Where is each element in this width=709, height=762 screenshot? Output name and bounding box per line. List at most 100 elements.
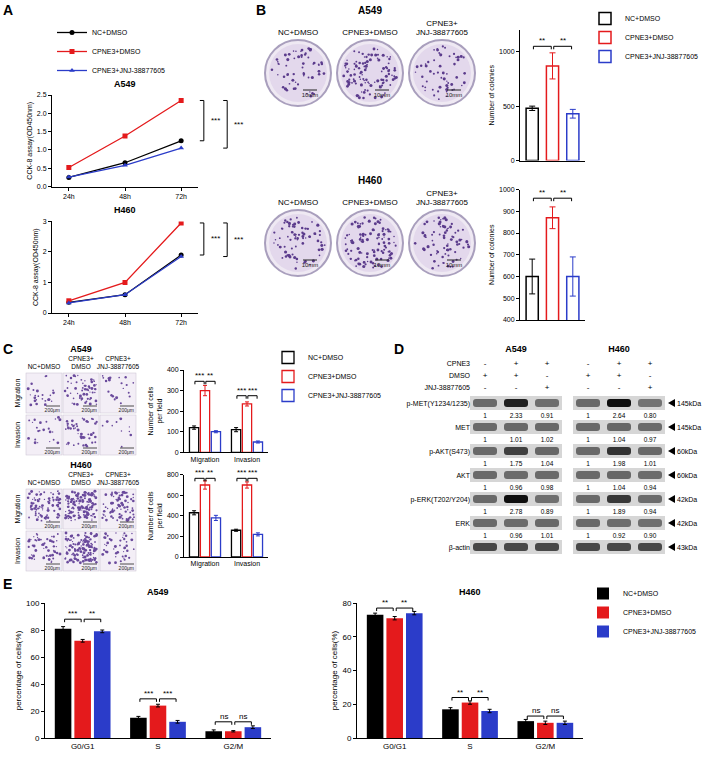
- svg-text:**: **: [477, 688, 483, 697]
- svg-text:0.0: 0.0: [37, 183, 47, 190]
- svg-text:***: ***: [248, 386, 257, 395]
- svg-text:**: **: [401, 598, 407, 607]
- svg-text:ns: ns: [532, 706, 540, 715]
- svg-text:1: 1: [586, 484, 590, 491]
- svg-text:CPNE3+: CPNE3+: [426, 189, 458, 198]
- svg-text:80: 80: [30, 626, 39, 635]
- svg-text:***: ***: [163, 689, 172, 698]
- svg-text:2.33: 2.33: [510, 412, 523, 419]
- svg-text:CPNE3+DMSO: CPNE3+DMSO: [342, 198, 397, 207]
- svg-text:1: 1: [586, 436, 590, 443]
- svg-text:200μm: 200μm: [45, 523, 60, 529]
- svg-text:***: ***: [195, 468, 204, 477]
- svg-text:72h: 72h: [175, 319, 187, 326]
- svg-text:10mm: 10mm: [374, 262, 391, 268]
- svg-text:0: 0: [35, 734, 40, 743]
- svg-text:200μm: 200μm: [119, 523, 134, 529]
- svg-text:500: 500: [503, 295, 515, 302]
- svg-text:1.01: 1.01: [510, 436, 523, 443]
- svg-text:p-ERK(T202/Y204): p-ERK(T202/Y204): [410, 496, 470, 504]
- svg-text:+: +: [586, 371, 591, 380]
- svg-text:1.5: 1.5: [37, 128, 47, 135]
- svg-text:60kDa: 60kDa: [677, 472, 697, 479]
- svg-text:A549: A549: [505, 344, 527, 354]
- svg-text:200: 200: [167, 408, 179, 415]
- svg-text:200μm: 200μm: [119, 449, 134, 455]
- svg-text:400: 400: [167, 512, 179, 519]
- svg-text:1: 1: [483, 484, 487, 491]
- svg-text:200μm: 200μm: [45, 407, 60, 413]
- svg-text:145kDa: 145kDa: [677, 424, 701, 431]
- svg-text:60: 60: [30, 653, 39, 662]
- svg-text:1.98: 1.98: [613, 460, 626, 467]
- svg-text:ns: ns: [551, 706, 559, 715]
- svg-text:600: 600: [167, 492, 179, 499]
- svg-text:+: +: [648, 383, 653, 392]
- svg-text:CPNE3+JNJ-38877605: CPNE3+JNJ-38877605: [92, 67, 165, 74]
- svg-text:-: -: [649, 371, 652, 380]
- svg-text:1.04: 1.04: [613, 484, 626, 491]
- svg-text:0: 0: [511, 157, 515, 164]
- svg-text:1.04: 1.04: [541, 460, 554, 467]
- svg-text:1: 1: [483, 532, 487, 539]
- svg-text:CPNE3+DMSO: CPNE3+DMSO: [92, 48, 141, 55]
- svg-text:H460: H460: [608, 344, 630, 354]
- svg-text:1: 1: [586, 508, 590, 515]
- svg-text:DMSO: DMSO: [71, 479, 91, 486]
- svg-text:10mm: 10mm: [374, 92, 391, 98]
- svg-text:+: +: [617, 359, 622, 368]
- svg-text:***: ***: [234, 120, 243, 129]
- svg-text:CPNE3+DMSO: CPNE3+DMSO: [308, 373, 357, 380]
- svg-text:**: **: [560, 36, 566, 45]
- svg-text:200μm: 200μm: [119, 565, 134, 571]
- svg-text:2.64: 2.64: [613, 412, 626, 419]
- svg-text:1: 1: [483, 412, 487, 419]
- svg-text:CPNE3+JNJ-38877605: CPNE3+JNJ-38877605: [625, 53, 698, 60]
- svg-text:**: **: [207, 468, 213, 477]
- svg-text:60: 60: [343, 633, 352, 642]
- svg-text:E: E: [3, 576, 12, 592]
- svg-text:0.90: 0.90: [644, 532, 657, 539]
- svg-text:**: **: [457, 688, 463, 697]
- svg-text:2: 2: [43, 248, 47, 255]
- svg-text:JNJ-38877605: JNJ-38877605: [97, 363, 140, 370]
- svg-text:NC+DMSO: NC+DMSO: [92, 29, 128, 36]
- svg-text:0.94: 0.94: [644, 508, 657, 515]
- svg-text:+: +: [514, 359, 519, 368]
- svg-text:DMSO: DMSO: [71, 363, 91, 370]
- svg-text:200μm: 200μm: [82, 523, 97, 529]
- svg-text:Invasion: Invasion: [234, 456, 260, 463]
- svg-text:-: -: [484, 383, 487, 392]
- svg-text:200μm: 200μm: [119, 407, 134, 413]
- svg-text:G2/M: G2/M: [536, 742, 556, 751]
- svg-text:200: 200: [167, 533, 179, 540]
- svg-text:+: +: [483, 371, 488, 380]
- svg-text:H460: H460: [459, 587, 481, 597]
- svg-text:***: ***: [234, 235, 243, 244]
- svg-text:1.01: 1.01: [644, 460, 657, 467]
- svg-text:2.78: 2.78: [510, 508, 523, 515]
- svg-text:1.0: 1.0: [37, 146, 47, 153]
- svg-text:10mm: 10mm: [302, 262, 319, 268]
- svg-text:+: +: [648, 359, 653, 368]
- svg-text:1000: 1000: [499, 48, 515, 55]
- svg-text:A: A: [3, 2, 13, 18]
- svg-text:100: 100: [26, 599, 40, 608]
- svg-text:0.96: 0.96: [510, 532, 523, 539]
- svg-text:A549: A549: [147, 587, 169, 597]
- svg-text:-: -: [587, 383, 590, 392]
- svg-text:1.04: 1.04: [613, 436, 626, 443]
- svg-text:48h: 48h: [119, 193, 131, 200]
- svg-text:NC+DMSO: NC+DMSO: [623, 590, 659, 597]
- svg-text:0.80: 0.80: [644, 412, 657, 419]
- svg-text:Number of cellsper field: Number of cellsper field: [147, 491, 164, 540]
- svg-text:-: -: [484, 359, 487, 368]
- svg-text:***: ***: [211, 234, 220, 243]
- svg-text:CPNE3+: CPNE3+: [426, 19, 458, 28]
- svg-text:Number of colonies: Number of colonies: [488, 224, 495, 285]
- svg-text:percentage of cells(%): percentage of cells(%): [14, 630, 23, 710]
- svg-text:0.96: 0.96: [510, 484, 523, 491]
- svg-text:1.75: 1.75: [510, 460, 523, 467]
- svg-text:48h: 48h: [119, 319, 131, 326]
- svg-text:C: C: [3, 341, 13, 357]
